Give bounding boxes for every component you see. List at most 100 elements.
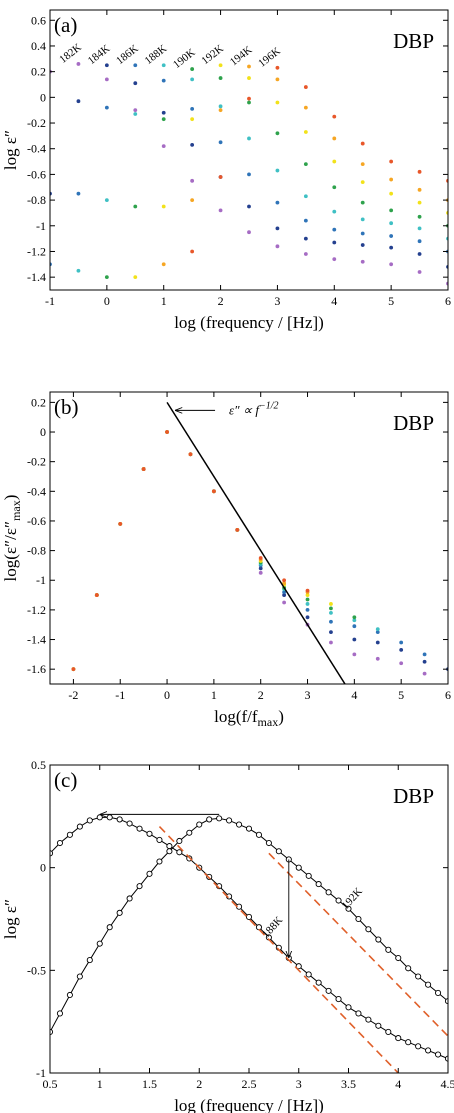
data-point: [247, 204, 251, 209]
data-point: [282, 581, 287, 586]
data-point: [375, 1022, 382, 1029]
data-point: [329, 606, 333, 611]
data-point: [258, 556, 263, 560]
data-point: [375, 936, 382, 943]
data-point: [76, 268, 81, 273]
data-point: [305, 615, 310, 620]
data-point: [211, 489, 216, 494]
data-point: [415, 1043, 422, 1050]
data-point: [146, 870, 153, 877]
data-point: [136, 825, 143, 832]
y-tick-label: -0.6: [27, 167, 46, 181]
data-point: [218, 63, 223, 68]
data-point: [247, 64, 251, 69]
data-point: [399, 648, 404, 652]
data-point: [315, 979, 322, 986]
y-tick-label: -1: [36, 219, 46, 233]
data-point: [275, 226, 280, 231]
fit-line: [268, 852, 448, 1037]
data-point: [345, 1004, 352, 1011]
data-point: [355, 915, 362, 923]
data-point: [305, 602, 310, 606]
y-tick-label: -0.4: [27, 142, 46, 156]
data-point: [186, 829, 193, 836]
data-point: [106, 814, 113, 821]
data-point: [161, 144, 166, 149]
x-tick-label: -1: [115, 688, 125, 702]
data-point: [375, 640, 380, 645]
data-point: [303, 85, 308, 89]
data-point: [275, 65, 280, 70]
data-point: [218, 140, 223, 145]
data-point: [282, 593, 287, 597]
data-point: [188, 452, 193, 457]
data-point: [245, 825, 253, 832]
x-tick-label: 2.5: [242, 1077, 257, 1091]
data-point: [104, 77, 109, 82]
data-point: [116, 816, 123, 823]
data-point: [258, 570, 263, 575]
plot-frame: [49, 391, 449, 685]
x-tick-label: 4.5: [441, 1077, 454, 1091]
data-point: [245, 913, 253, 920]
data-point: [417, 169, 422, 174]
series-label: 188K: [143, 43, 170, 68]
annotation-exponent: −1/2: [259, 400, 279, 411]
data-point: [395, 1035, 402, 1042]
data-point: [305, 971, 312, 978]
data-point: [434, 989, 442, 996]
x-tick-label: 2: [258, 688, 264, 702]
data-point: [389, 245, 394, 250]
data-point: [360, 217, 365, 222]
data-point: [258, 566, 263, 571]
data-point: [190, 249, 195, 254]
data-point: [315, 881, 322, 888]
data-point: [352, 615, 357, 620]
data-point: [161, 63, 166, 68]
y-tick-label: -1.2: [27, 603, 46, 617]
y-axis-label: log(ε″/ε″max): [1, 495, 23, 582]
data-point: [332, 209, 337, 214]
data-point: [165, 430, 169, 434]
data-point: [104, 275, 109, 280]
x-tick-label: 5: [388, 294, 394, 308]
data-point: [76, 62, 81, 66]
data-point: [360, 180, 365, 185]
data-point: [360, 141, 365, 146]
data-point: [352, 637, 357, 642]
data-point: [133, 63, 138, 68]
y-tick-label: -1: [36, 1066, 46, 1080]
data-point: [247, 76, 251, 80]
x-tick-label: -2: [68, 688, 78, 702]
data-point: [118, 522, 123, 526]
x-tick-label: 2: [196, 1077, 202, 1091]
plot-area: [50, 814, 448, 1073]
data-point: [303, 236, 308, 241]
data-point: [425, 1047, 432, 1054]
y-axis-label-part: ): [1, 495, 20, 501]
data-point: [255, 831, 263, 838]
x-tick-label: 2: [218, 294, 224, 308]
y-tick-label: -0.8: [27, 193, 46, 207]
y-tick-label: 0.4: [31, 39, 46, 53]
data-point: [275, 168, 280, 173]
y-tick-label: 0: [40, 861, 46, 875]
data-point: [335, 996, 342, 1003]
data-point: [94, 593, 99, 597]
data-point: [332, 240, 337, 245]
data-point: [216, 815, 223, 822]
y-axis-label: log ε″: [1, 130, 20, 170]
panel-tag: DBP: [393, 411, 434, 435]
data-point: [295, 864, 302, 871]
y-axis-label: log ε″: [1, 899, 20, 939]
data-point: [76, 973, 83, 980]
data-point: [425, 981, 432, 988]
series-line: [50, 816, 448, 1060]
fit-line: [158, 826, 399, 1073]
x-tick-label: 6: [445, 688, 451, 702]
y-tick-label: -0.6: [27, 514, 46, 528]
data-point: [305, 588, 310, 593]
data-point: [156, 858, 163, 865]
data-point: [329, 602, 333, 606]
series-label: 190K: [171, 46, 198, 71]
